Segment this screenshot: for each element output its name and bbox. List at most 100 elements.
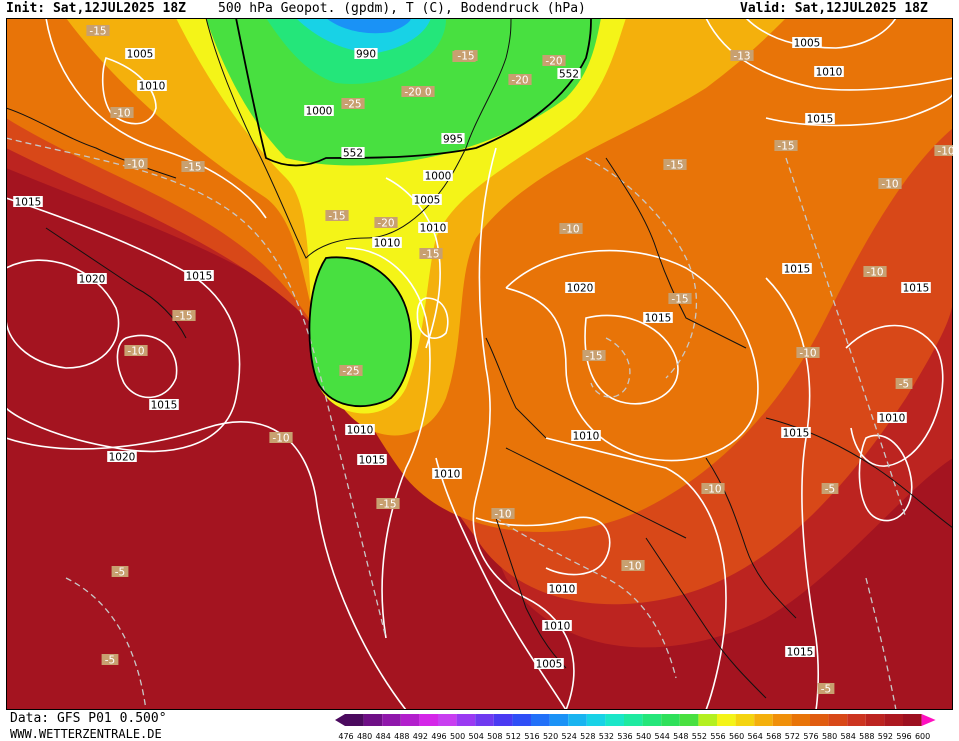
pressure-label-text: 1005 — [127, 49, 154, 61]
temperature-label-bg — [325, 210, 349, 221]
pressure-label-bg — [423, 170, 453, 181]
temperature-label-bg — [124, 345, 148, 356]
weather-map: 1005 1010 1015 1020 1015 1015 1020 990 1000 995 10… — [6, 18, 953, 710]
pressure-label-bg — [814, 66, 844, 77]
pressure-label-3: 1020 — [77, 273, 107, 286]
temperature-label-text: -5 — [821, 684, 831, 696]
temperature-label-bg — [508, 74, 532, 85]
temperature-label-text: -20 — [404, 87, 421, 99]
colorbar-level-label: 524 — [562, 732, 577, 741]
pressure-label-bg — [643, 312, 673, 323]
pressure-label-29: 1005 — [792, 37, 822, 50]
temperature-label-bg — [454, 50, 478, 61]
temperature-label-23: -10 — [701, 483, 725, 496]
temperature-label-text: -15 — [379, 499, 396, 511]
pressure-label-bg — [137, 80, 167, 91]
temperature-label-8: -15 — [454, 50, 478, 63]
colorbar-swatch — [717, 714, 736, 726]
pressure-label-text: 1020 — [567, 283, 594, 295]
pressure-label-27: 1015 — [901, 282, 931, 295]
temperature-label-text: -5 — [899, 379, 909, 391]
colorbar-level-label: 488 — [394, 732, 409, 741]
temperature-label-bg — [663, 159, 687, 170]
pressure-label-15: 1015 — [357, 454, 387, 467]
pressure-label-text: 990 — [356, 49, 376, 61]
colorbar-swatch — [400, 714, 420, 726]
temperature-label-text: -10 — [272, 433, 289, 445]
pressure-label-bg — [565, 282, 595, 293]
website-label: WWW.WETTERZENTRALE.DE — [10, 727, 162, 741]
pressure-label-25: 1015 — [781, 427, 811, 440]
temperature-label-14: -15 — [419, 248, 443, 261]
geopotential-label-layer: 552 552 — [341, 68, 581, 160]
pressure-label-text: 1015 — [807, 114, 834, 126]
pressure-label-bg — [357, 454, 387, 465]
pressure-label-bg — [792, 37, 822, 48]
pressure-label-bg — [877, 412, 907, 423]
temperature-label-text: -10 — [704, 484, 721, 496]
colorbar-swatch — [847, 714, 866, 726]
temperature-label-bg — [86, 25, 110, 36]
geopotential-label-text: 552 — [343, 148, 363, 160]
pressure-label-text: 1010 — [544, 621, 571, 633]
pressure-label-bg — [304, 105, 334, 116]
temperature-label-29: -10 — [621, 560, 645, 573]
temperature-label-bg — [582, 350, 606, 361]
colorbar-swatch — [363, 714, 383, 726]
pressure-label-bg — [13, 196, 43, 207]
colorbar-level-label: 592 — [878, 732, 893, 741]
temperature-label-17: -15 — [172, 310, 196, 323]
colorbar-level-label: 544 — [655, 732, 670, 741]
pressure-label-bg — [345, 424, 375, 435]
temperature-label-28: -5 — [895, 378, 913, 391]
shade-548-core — [309, 257, 411, 407]
colorbar-swatch — [605, 714, 624, 726]
pressure-label-bg — [107, 451, 137, 462]
temperature-label-36: -10 — [559, 223, 583, 236]
colorbar-level-label: 576 — [803, 732, 818, 741]
pressure-label-2: 1015 — [13, 196, 43, 209]
temperature-label-text: -15 — [671, 294, 688, 306]
pressure-label-bg — [432, 468, 462, 479]
pressure-label-bg — [547, 583, 577, 594]
temperature-label-text: -20 — [511, 75, 528, 87]
chart-title: 500 hPa Geopot. (gpdm), T (C), Bodendruc… — [218, 1, 586, 16]
geopotential-label-0: 552 — [557, 68, 581, 81]
data-source-label: Data: GFS P01 0.500° — [10, 711, 167, 726]
temperature-label-bg — [934, 145, 953, 156]
pressure-label-1: 1010 — [137, 80, 167, 93]
colorbar-swatch — [828, 714, 848, 726]
colorbar-swatch — [493, 714, 513, 726]
temperature-label-text: -10 — [127, 159, 144, 171]
temperature-label-10: -20 — [508, 74, 532, 87]
colorbar-level-label: 568 — [766, 732, 781, 741]
colorbar-swatch — [512, 714, 531, 726]
pressure-label-30: 1010 — [814, 66, 844, 79]
temperature-label-text: -25 — [344, 99, 361, 111]
temperature-label-bg — [895, 378, 913, 389]
temperature-label-bg — [341, 98, 365, 109]
pressure-label-bg — [412, 194, 442, 205]
temperature-label-22: -15 — [668, 293, 692, 306]
colorbar-swatch — [772, 714, 792, 726]
temperature-label-text: -15 — [175, 311, 192, 323]
temperature-label-text: -13 — [733, 51, 750, 63]
pressure-label-text: 1015 — [15, 197, 42, 209]
pressure-label-31: 1015 — [805, 113, 835, 126]
pressure-label-text: 995 — [443, 134, 463, 146]
colorbar-arrow-left — [335, 714, 345, 726]
temperature-label-text: -20 — [377, 218, 394, 230]
temperature-label-6: -25 — [341, 98, 365, 111]
colorbar-level-label: 564 — [748, 732, 763, 741]
colorbar-swatch — [903, 714, 922, 726]
temperature-label-19: -10 — [491, 508, 515, 521]
geopotential-552-contour — [235, 18, 592, 408]
pressure-label-21: 1010 — [547, 583, 577, 596]
temperature-label-text: -10 — [937, 146, 953, 158]
pressure-label-9: 995 — [441, 133, 465, 146]
colorbar-level-label: 540 — [636, 732, 651, 741]
pressure-label-bg — [534, 658, 564, 669]
temperature-label-text: -15 — [666, 160, 683, 172]
pressure-label-14: 1010 — [345, 424, 375, 437]
temperature-label-bg — [774, 140, 798, 151]
